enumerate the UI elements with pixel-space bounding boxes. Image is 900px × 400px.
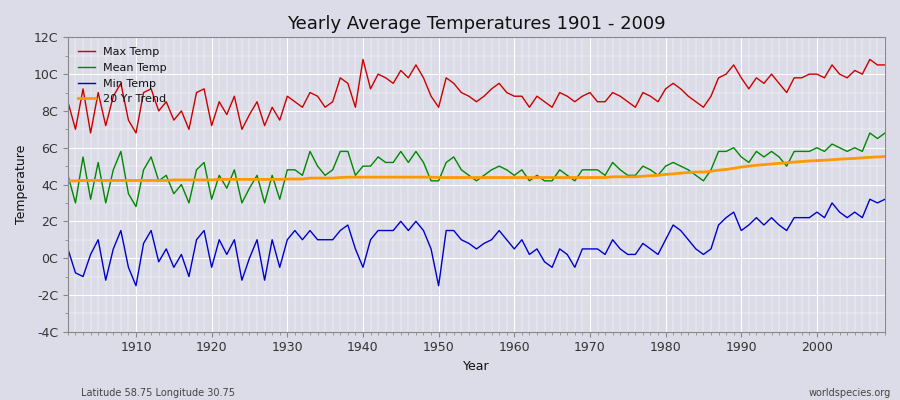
Mean Temp <box>123 191 134 196</box>
20 Yr Trend <box>62 178 73 183</box>
Min Temp <box>508 246 519 251</box>
Max Temp <box>297 105 308 110</box>
Mean Temp <box>608 160 618 165</box>
Mean Temp <box>62 173 73 178</box>
Max Temp <box>357 57 368 62</box>
X-axis label: Year: Year <box>464 360 490 373</box>
Min Temp <box>517 237 527 242</box>
Mean Temp <box>508 173 519 178</box>
Legend: Max Temp, Mean Temp, Min Temp, 20 Yr Trend: Max Temp, Mean Temp, Min Temp, 20 Yr Tre… <box>74 43 172 109</box>
Mean Temp <box>342 149 353 154</box>
Mean Temp <box>879 131 890 136</box>
Mean Temp <box>865 131 876 136</box>
20 Yr Trend <box>599 175 610 180</box>
Max Temp <box>62 99 73 104</box>
Min Temp <box>130 283 141 288</box>
Line: Mean Temp: Mean Temp <box>68 133 885 207</box>
Line: Max Temp: Max Temp <box>68 60 885 133</box>
Max Temp <box>342 81 353 86</box>
20 Yr Trend <box>335 175 346 180</box>
20 Yr Trend <box>290 177 301 182</box>
Mean Temp <box>517 168 527 172</box>
Mean Temp <box>297 173 308 178</box>
Max Temp <box>615 94 626 99</box>
20 Yr Trend <box>123 178 134 183</box>
Min Temp <box>62 246 73 251</box>
20 Yr Trend <box>508 175 519 180</box>
Text: Latitude 58.75 Longitude 30.75: Latitude 58.75 Longitude 30.75 <box>81 388 235 398</box>
20 Yr Trend <box>879 154 890 159</box>
Max Temp <box>524 105 535 110</box>
Max Temp <box>86 131 96 136</box>
Line: 20 Yr Trend: 20 Yr Trend <box>68 156 885 181</box>
Min Temp <box>608 237 618 242</box>
Title: Yearly Average Temperatures 1901 - 2009: Yearly Average Temperatures 1901 - 2009 <box>287 15 666 33</box>
Text: worldspecies.org: worldspecies.org <box>809 388 891 398</box>
Min Temp <box>123 265 134 270</box>
Min Temp <box>865 197 876 202</box>
Line: Min Temp: Min Temp <box>68 199 885 286</box>
Max Temp <box>130 131 141 136</box>
Max Temp <box>517 94 527 99</box>
Min Temp <box>342 223 353 228</box>
Min Temp <box>297 237 308 242</box>
Min Temp <box>879 197 890 202</box>
Y-axis label: Temperature: Temperature <box>15 145 28 224</box>
Mean Temp <box>130 204 141 209</box>
20 Yr Trend <box>501 175 512 180</box>
Max Temp <box>879 62 890 67</box>
